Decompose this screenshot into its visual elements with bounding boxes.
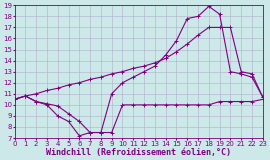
X-axis label: Windchill (Refroidissement éolien,°C): Windchill (Refroidissement éolien,°C) — [46, 148, 231, 157]
